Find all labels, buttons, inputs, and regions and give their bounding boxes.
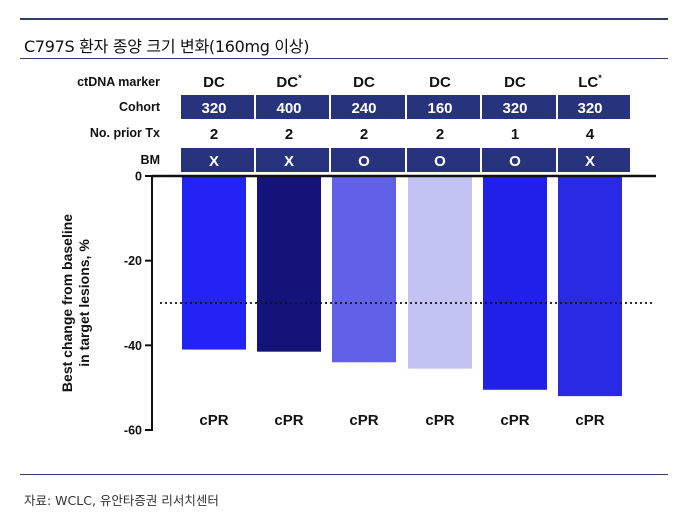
response-label: cPR (425, 412, 454, 429)
cohort-cell: 320 (201, 100, 226, 117)
bm-cell-bg (407, 148, 480, 172)
bar-6 (558, 177, 622, 397)
bar-1 (182, 177, 246, 350)
chart-title: C797S 환자 종양 크기 변화(160mg 이상) (24, 37, 310, 56)
cohort-cell-bg (181, 95, 254, 119)
bm-cell: X (209, 153, 219, 170)
top-rule (20, 18, 668, 20)
bm-cell: O (434, 153, 446, 170)
prior-tx-cell: 4 (586, 126, 595, 143)
cohort-cell-bg (331, 95, 405, 119)
prior-tx-cell: 1 (511, 126, 519, 143)
table-row-label-3: BM (141, 153, 160, 167)
table-row-label-0: ctDNA marker (77, 75, 160, 89)
y-tick-label: -60 (124, 424, 142, 438)
ctdna-marker-cell: DC (429, 74, 451, 91)
cohort-cell: 400 (276, 100, 301, 117)
y-tick-label: 0 (135, 170, 142, 184)
bm-cell: O (509, 153, 521, 170)
bm-cell-bg (558, 148, 630, 172)
bm-cell-bg (331, 148, 405, 172)
prior-tx-cell: 2 (210, 126, 218, 143)
bm-cell-bg (181, 148, 254, 172)
prior-tx-cell: 2 (436, 126, 444, 143)
response-label: cPR (349, 412, 378, 429)
cohort-cell: 160 (427, 100, 452, 117)
prior-tx-cell: 2 (285, 126, 293, 143)
y-tick-label: -20 (124, 254, 142, 268)
response-label: cPR (500, 412, 529, 429)
response-label: cPR (575, 412, 604, 429)
table-row-label-2: No. prior Tx (90, 126, 160, 140)
y-tick-label: -40 (124, 339, 142, 353)
bm-cell-bg (256, 148, 329, 172)
source-note: 자료: WCLC, 유안타증권 리서치센터 (24, 493, 219, 508)
ctdna-marker-cell: DC (203, 74, 225, 91)
bar-chart: ctDNA marker Cohort No. prior Tx BM DC DC* DC D… (59, 73, 656, 438)
bar-5 (483, 177, 547, 390)
bm-cell: X (585, 153, 595, 170)
title-underline (20, 58, 668, 59)
ctdna-marker-cell: DC* (276, 73, 302, 91)
cohort-cell: 320 (577, 100, 602, 117)
ctdna-marker-cell: DC (504, 74, 526, 91)
bm-cell: O (358, 153, 370, 170)
response-label: cPR (199, 412, 228, 429)
cohort-cell-bg (482, 95, 556, 119)
bm-cell: X (284, 153, 294, 170)
cohort-cell-bg (256, 95, 329, 119)
cohort-cell: 320 (502, 100, 527, 117)
prior-tx-cell: 2 (360, 126, 368, 143)
table-row-label-1: Cohort (119, 100, 161, 114)
bar-3 (332, 177, 396, 363)
cohort-cell: 240 (351, 100, 376, 117)
y-axis-title-line-2: in target lesions, % (76, 239, 92, 367)
response-label: cPR (274, 412, 303, 429)
bottom-rule (20, 474, 668, 475)
ctdna-marker-cell: LC* (578, 73, 602, 91)
bar-4 (408, 177, 472, 369)
bm-cell-bg (482, 148, 556, 172)
ctdna-marker-cell: DC (353, 74, 375, 91)
cohort-cell-bg (407, 95, 480, 119)
bar-2 (257, 177, 321, 352)
cohort-cell-bg (558, 95, 630, 119)
y-axis-title-line-1: Best change from baseline (59, 214, 75, 392)
